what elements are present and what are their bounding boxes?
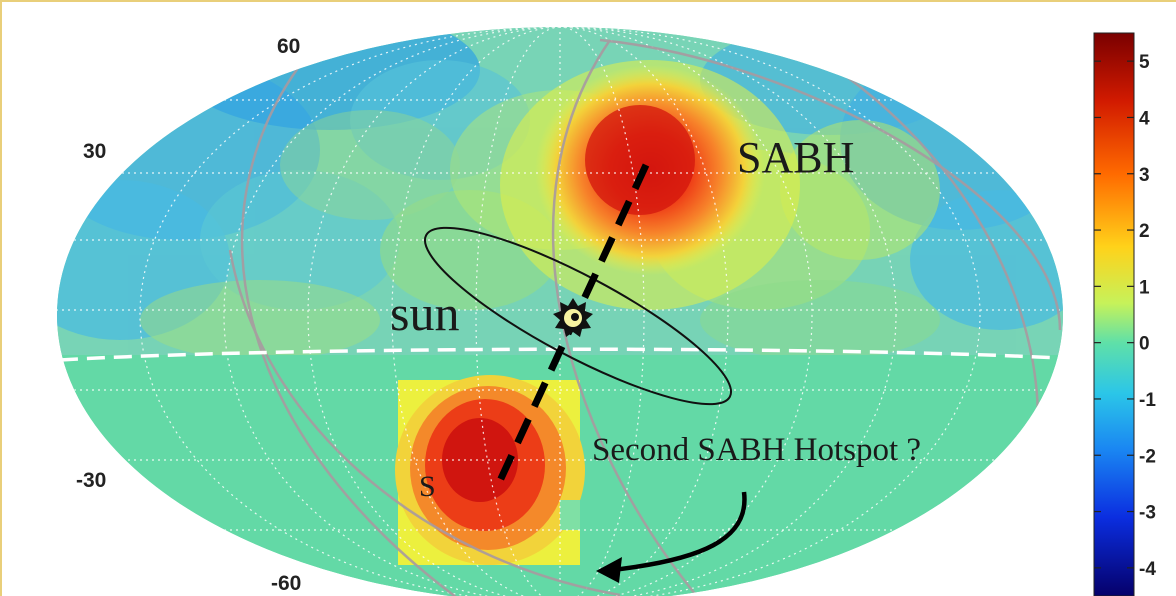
sabh-label: SABH (737, 133, 854, 182)
lat-label-30: 30 (83, 140, 106, 163)
lat-label-minus-30: -30 (76, 469, 106, 492)
lat-label-minus-60: -60 (271, 572, 301, 595)
colorbar-tick-label: 2 (1139, 221, 1150, 242)
second-hotspot-arrow (596, 491, 747, 583)
colorbar-tick-label: -4 (1139, 559, 1156, 580)
colorbar-tick-label: 3 (1139, 165, 1150, 186)
colorbar-tick-label: 1 (1139, 277, 1150, 298)
colorbar-tick-label: 5 (1139, 52, 1150, 73)
second-hotspot-label: Second SABH Hotspot ? (592, 432, 921, 468)
partial-glyph-label: S (419, 470, 436, 503)
latitude-labels: 60 30 -30 -60 (76, 35, 301, 595)
sun-label: sun (390, 285, 459, 341)
colorbar-tick-label: -1 (1139, 390, 1156, 411)
colorbar-tick-label: -3 (1139, 503, 1156, 524)
lat-label-60: 60 (277, 35, 300, 58)
sabh-hotspot (500, 60, 800, 310)
colorbar-tick-label: 0 (1139, 334, 1150, 355)
colorbar-gradient (1093, 32, 1135, 596)
colorbar-ticks: 5 4 3 2 1 0 -1 -2 -3 -4 (1094, 52, 1156, 580)
colorbar-tick-label: -2 (1139, 446, 1156, 467)
colorbar: 5 4 3 2 1 0 -1 -2 -3 -4 (1093, 32, 1156, 596)
colorbar-tick-label: 4 (1139, 108, 1150, 129)
sun-icon (553, 298, 593, 337)
